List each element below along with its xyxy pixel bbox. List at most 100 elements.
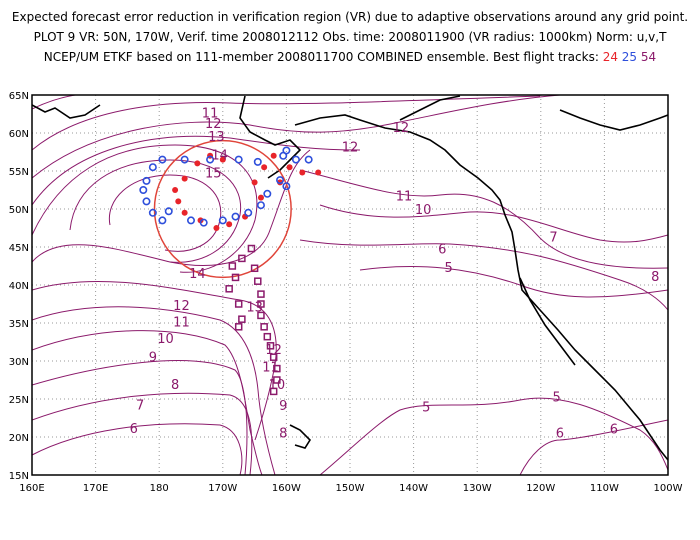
track-25-marker — [253, 157, 262, 166]
contour-label: 12 — [393, 121, 410, 136]
contour-line — [319, 397, 668, 475]
track-54-marker — [234, 300, 243, 308]
track-54-marker — [260, 323, 268, 331]
track-label-24: 24 — [602, 50, 618, 64]
contour-line — [108, 174, 222, 252]
contour-label: 11 — [262, 360, 279, 375]
track-25-marker — [282, 182, 291, 191]
coastline-segment — [399, 95, 461, 121]
contour-line — [32, 144, 258, 273]
contour-line — [69, 159, 242, 263]
track-25-marker — [234, 155, 243, 164]
lon-tick-label: 170W — [208, 483, 237, 494]
contour-line — [32, 280, 277, 441]
track-25-marker — [142, 176, 151, 185]
contour-line — [299, 169, 668, 269]
track-label-54: 54 — [640, 50, 657, 64]
track-54-marker — [269, 387, 278, 396]
lon-tick-label: 150W — [336, 483, 365, 494]
lon-tick-label: 110W — [590, 483, 619, 494]
title-line-2: PLOT 9 VR: 50N, 170W, Verif. time 200801… — [33, 30, 667, 44]
contour-line — [519, 419, 668, 475]
coastline-segment — [294, 114, 668, 461]
lat-tick-label: 55N — [9, 167, 29, 178]
contour-label: 9 — [279, 399, 287, 414]
lat-tick-label: 65N — [9, 91, 29, 102]
coastline-segment — [32, 104, 101, 119]
track-label-25: 25 — [621, 50, 638, 64]
coastline-segment — [239, 95, 302, 179]
contour-label: 11 — [396, 189, 413, 204]
contour-line — [32, 95, 120, 110]
contour-line — [359, 266, 668, 298]
verification-region-circle — [153, 139, 292, 279]
contour-line — [32, 95, 561, 179]
contour-label: 13 — [208, 130, 225, 145]
lat-tick-label: 50N — [9, 205, 29, 216]
lat-tick-label: 40N — [9, 281, 29, 292]
track-24-marker — [286, 164, 293, 171]
track-54-marker — [231, 273, 240, 282]
track-54-marker — [269, 353, 278, 361]
contour-label: 10 — [415, 203, 432, 218]
track-54-marker — [250, 264, 259, 273]
track-54-marker — [257, 311, 265, 320]
contour-line — [32, 423, 243, 475]
track-54-marker — [234, 323, 243, 331]
coastline-segment — [289, 424, 312, 449]
lon-tick-label: 130W — [463, 483, 492, 494]
contour-line — [32, 392, 253, 475]
contour-line — [32, 149, 311, 266]
track-25-marker — [148, 163, 157, 172]
contour-label: 7 — [549, 230, 557, 245]
track-54-marker — [247, 244, 256, 253]
contour-label: 5 — [422, 401, 430, 416]
contour-line — [32, 306, 276, 475]
track-54-marker — [257, 300, 265, 308]
track-24-marker — [226, 221, 233, 228]
contour-label: 13 — [246, 300, 263, 315]
lon-tick-label: 140W — [399, 483, 428, 494]
contour-line — [319, 204, 668, 243]
contour-label: 8 — [651, 270, 659, 285]
track-24-marker — [270, 152, 277, 159]
track-25-marker — [256, 201, 265, 210]
track-25-marker — [180, 155, 189, 164]
track-24-marker — [277, 179, 284, 186]
contour-label: 8 — [171, 378, 179, 393]
contour-label: 14 — [211, 148, 228, 163]
lon-tick-label: 160E — [19, 483, 44, 494]
track-25-marker — [291, 155, 300, 164]
contour-label: 15 — [205, 167, 222, 182]
lat-tick-label: 60N — [9, 129, 29, 140]
lon-tick-label: 120W — [526, 483, 555, 494]
track-24-marker — [257, 194, 264, 201]
track-24-marker — [299, 169, 306, 176]
lon-tick-label: 100W — [654, 483, 683, 494]
lat-tick-label: 30N — [9, 357, 29, 368]
track-24-marker — [219, 156, 226, 163]
lat-tick-label: 35N — [9, 319, 29, 330]
plot-frame — [31, 94, 669, 476]
track-25-marker — [139, 186, 148, 195]
contour-label: 6 — [130, 422, 138, 437]
title-line-3: NCEP/UM ETKF based on 111-member 2008011… — [0, 50, 700, 64]
contour-line — [32, 330, 263, 475]
lat-tick-label: 45N — [9, 243, 29, 254]
contour-label: 11 — [202, 106, 219, 121]
contour-value-labels: 1112131415121211107658141312111012911108… — [130, 106, 660, 441]
lat-tick-label: 15N — [9, 471, 29, 482]
contour-line — [299, 239, 668, 311]
track-24-marker — [315, 169, 322, 176]
contour-line — [32, 95, 541, 151]
contour-label: 12 — [173, 299, 190, 314]
track-25-marker — [199, 218, 208, 227]
track-54-marker — [254, 277, 262, 285]
contour-label: 6 — [610, 423, 618, 438]
track-25-marker — [231, 212, 240, 221]
track-25-marker — [263, 189, 272, 198]
lon-tick-label: 170E — [83, 483, 108, 494]
lon-tick-label: 180 — [150, 483, 169, 494]
track-25-marker — [158, 155, 167, 164]
track-24-marker — [181, 209, 188, 216]
